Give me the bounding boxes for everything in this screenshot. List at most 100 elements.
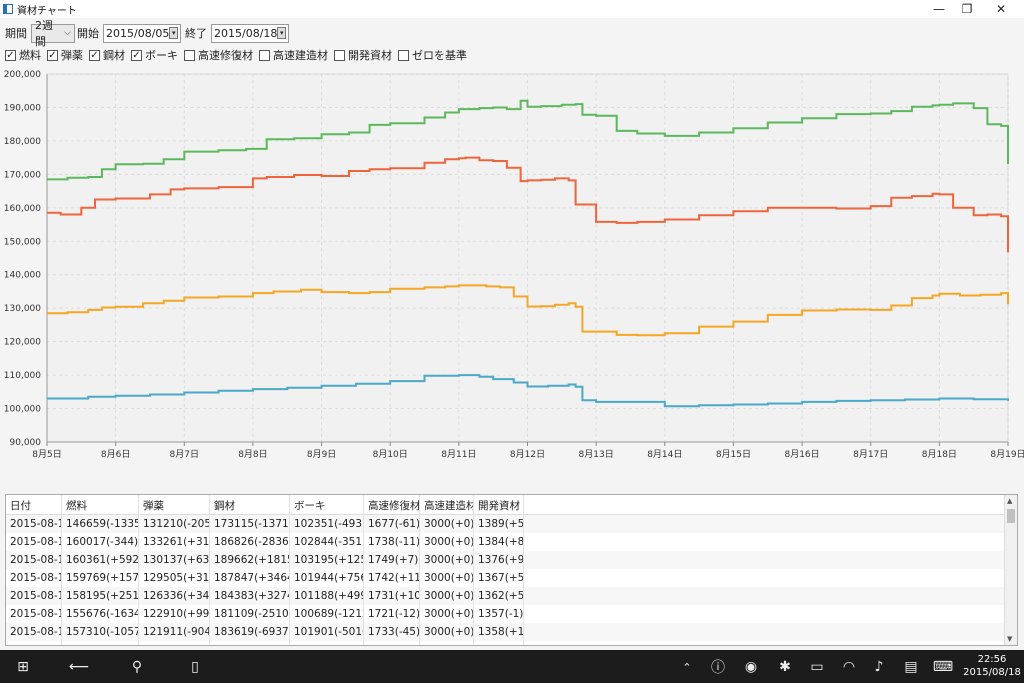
end-date-picker[interactable]: 2015/08/18 ▾ xyxy=(211,23,289,43)
checkbox-box[interactable] xyxy=(184,49,195,61)
checkbox-ammo[interactable]: ✓ 弾薬 xyxy=(47,49,83,62)
column-header[interactable]: 開発資材 xyxy=(474,495,524,515)
y-tick-label: 110,000 xyxy=(4,371,41,381)
search-icon[interactable]: ⚲ xyxy=(131,659,143,675)
x-tick-label: 8月6日 xyxy=(101,449,130,460)
task-view-icon[interactable]: ▯ xyxy=(191,659,199,675)
checkbox-devmat[interactable]: 開発資材 xyxy=(334,47,392,63)
table-cell: 1731(+10) xyxy=(364,587,420,605)
clock-time: 22:56 xyxy=(977,654,1007,665)
battery-icon[interactable]: ▭ xyxy=(810,659,824,675)
back-arrow-icon[interactable]: ⟵ xyxy=(68,659,90,675)
y-tick-label: 160,000 xyxy=(4,204,41,214)
notification-icon[interactable]: ▤ xyxy=(904,659,918,675)
table-cell: 126336(+3426) xyxy=(139,587,210,605)
table-cell: 158195(+2519) xyxy=(62,587,139,605)
table-cell: 1362(+5) xyxy=(474,587,524,605)
table-cell: 3000(+0) xyxy=(420,605,474,623)
y-tick-label: 140,000 xyxy=(4,271,41,281)
table-row[interactable]: 2015-08-18146659(-13358)131210(-2051)173… xyxy=(6,515,1017,533)
series-toggle-bar: ✓ 燃料 ✓ 弾薬 ✓ 鋼材 ✓ ボーキ 高速修復材 高速建造材 開発資材 ゼロを基準 xyxy=(0,46,1024,64)
app-tray-icon[interactable]: ✱ xyxy=(779,659,791,675)
checkbox-steel[interactable]: ✓ 鋼材 xyxy=(89,49,125,62)
table-cell: 1347(+17) xyxy=(474,641,524,645)
x-tick-label: 8月8日 xyxy=(238,449,267,460)
table-cell: 2015-08-11 xyxy=(6,641,62,645)
table-cell: 2015-08-16 xyxy=(6,551,62,569)
scroll-up-icon[interactable]: ▲ xyxy=(1007,497,1013,505)
chart-svg: 90,000 100,000 110,000 120,000 130,000 140,00… xyxy=(4,70,1024,460)
table-cell: 3000(+0) xyxy=(420,515,474,533)
y-tick-label: 130,000 xyxy=(4,304,41,314)
checkbox-burner[interactable]: 高速建造材 xyxy=(259,47,328,63)
table-row[interactable]: 2015-08-17160017(-344)133261(+3124)18682… xyxy=(6,533,1017,551)
table-cell: 1738(-11) xyxy=(364,533,420,551)
scroll-thumb[interactable] xyxy=(1007,509,1015,523)
checkbox-box[interactable]: ✓ xyxy=(131,49,142,61)
eye-icon[interactable]: ◉ xyxy=(744,659,758,675)
windows-start-icon[interactable]: ⊞ xyxy=(17,659,29,675)
checkbox-box[interactable] xyxy=(259,49,270,61)
column-header[interactable]: 高速建造材 xyxy=(420,495,474,515)
checkbox-zero-base[interactable]: ゼロを基準 xyxy=(398,47,467,63)
checkbox-box[interactable]: ✓ xyxy=(47,49,58,61)
column-header[interactable]: 鋼材 xyxy=(210,495,290,515)
table-row[interactable]: 2015-08-13155676(-1634)122910(+999)18110… xyxy=(6,605,1017,623)
start-date-picker[interactable]: 2015/08/05 ▾ xyxy=(103,23,181,43)
table-cell: 2015-08-12 xyxy=(6,623,62,641)
scroll-down-icon[interactable]: ▼ xyxy=(1007,635,1013,643)
y-tick-label: 180,000 xyxy=(4,137,41,147)
checkbox-bucket[interactable]: 高速修復材 xyxy=(184,47,253,63)
table-cell: 101944(+756) xyxy=(290,569,364,587)
period-toolbar: 期間 2週間 ⌵ 開始 2015/08/05 ▾ 終了 2015/08/18 ▾ xyxy=(0,19,1024,48)
checkbox-box[interactable]: ✓ xyxy=(89,49,100,61)
wifi-icon[interactable]: ◠ xyxy=(842,659,856,675)
maximize-button[interactable]: ❐ xyxy=(961,2,973,16)
period-select[interactable]: 2週間 ⌵ xyxy=(31,19,75,48)
series-line-1 xyxy=(47,284,1009,337)
table-row[interactable]: 2015-08-16160361(+592)130137(+632)189662… xyxy=(6,551,1017,569)
table-cell: 129505(+3169) xyxy=(139,569,210,587)
table-row[interactable]: 2015-08-11167882(-6448)130951(-5984)1905… xyxy=(6,641,1017,645)
column-header[interactable]: ボーキ xyxy=(290,495,364,515)
calendar-icon[interactable]: ▾ xyxy=(277,27,286,39)
table-cell: 2015-08-15 xyxy=(6,569,62,587)
checkbox-bauxite[interactable]: ✓ ボーキ xyxy=(131,49,178,62)
table-row[interactable]: 2015-08-12157310(-10572)121911(-9040)183… xyxy=(6,623,1017,641)
table-cell: 1357(-1) xyxy=(474,605,524,623)
minimize-button[interactable]: — xyxy=(933,2,945,16)
table-cell: 1367(+5) xyxy=(474,569,524,587)
column-header[interactable]: 日付 xyxy=(6,495,62,515)
vertical-scrollbar[interactable]: ▲ ▼ xyxy=(1004,495,1017,645)
chevron-down-icon: ⌵ xyxy=(64,28,71,38)
x-tick-label: 8月9日 xyxy=(307,449,336,460)
table-cell: 157310(-10572) xyxy=(62,623,139,641)
table-cell: 121911(-9040) xyxy=(139,623,210,641)
calendar-icon[interactable]: ▾ xyxy=(169,27,178,39)
table-cell: 1376(+9) xyxy=(474,551,524,569)
column-header[interactable]: 高速修復材 xyxy=(364,495,420,515)
checkbox-box[interactable] xyxy=(334,49,345,61)
table-row[interactable]: 2015-08-14158195(+2519)126336(+3426)1843… xyxy=(6,587,1017,605)
keyboard-icon[interactable]: ⌨ xyxy=(932,659,954,675)
volume-icon[interactable]: ♪ xyxy=(874,659,884,675)
checkbox-fuel[interactable]: ✓ 燃料 xyxy=(5,49,41,62)
table-cell: 181109(-2510) xyxy=(210,605,290,623)
taskbar-clock[interactable]: 22:56 2015/08/18 xyxy=(962,653,1022,679)
checkbox-box[interactable] xyxy=(398,49,409,61)
checkbox-box[interactable]: ✓ xyxy=(5,49,16,61)
chevron-up-icon[interactable]: ⌃ xyxy=(682,660,692,674)
column-header[interactable]: 燃料 xyxy=(62,495,139,515)
x-tick-label: 8月14日 xyxy=(647,449,682,460)
y-tick-label: 190,000 xyxy=(4,103,41,113)
info-icon[interactable]: ⓘ xyxy=(711,660,725,676)
title-bar: 資材チャート — ❐ ✕ xyxy=(0,0,1024,18)
table-cell: 3000(+0) xyxy=(420,533,474,551)
table-cell: 130951(-5984) xyxy=(139,641,210,645)
table-row[interactable]: 2015-08-15159769(+1574)129505(+3169)1878… xyxy=(6,569,1017,587)
table-cell: 3000(+0) xyxy=(420,587,474,605)
start-date-value: 2015/08/05 xyxy=(106,26,170,40)
column-header[interactable]: 弾薬 xyxy=(139,495,210,515)
close-button[interactable]: ✕ xyxy=(995,2,1007,16)
